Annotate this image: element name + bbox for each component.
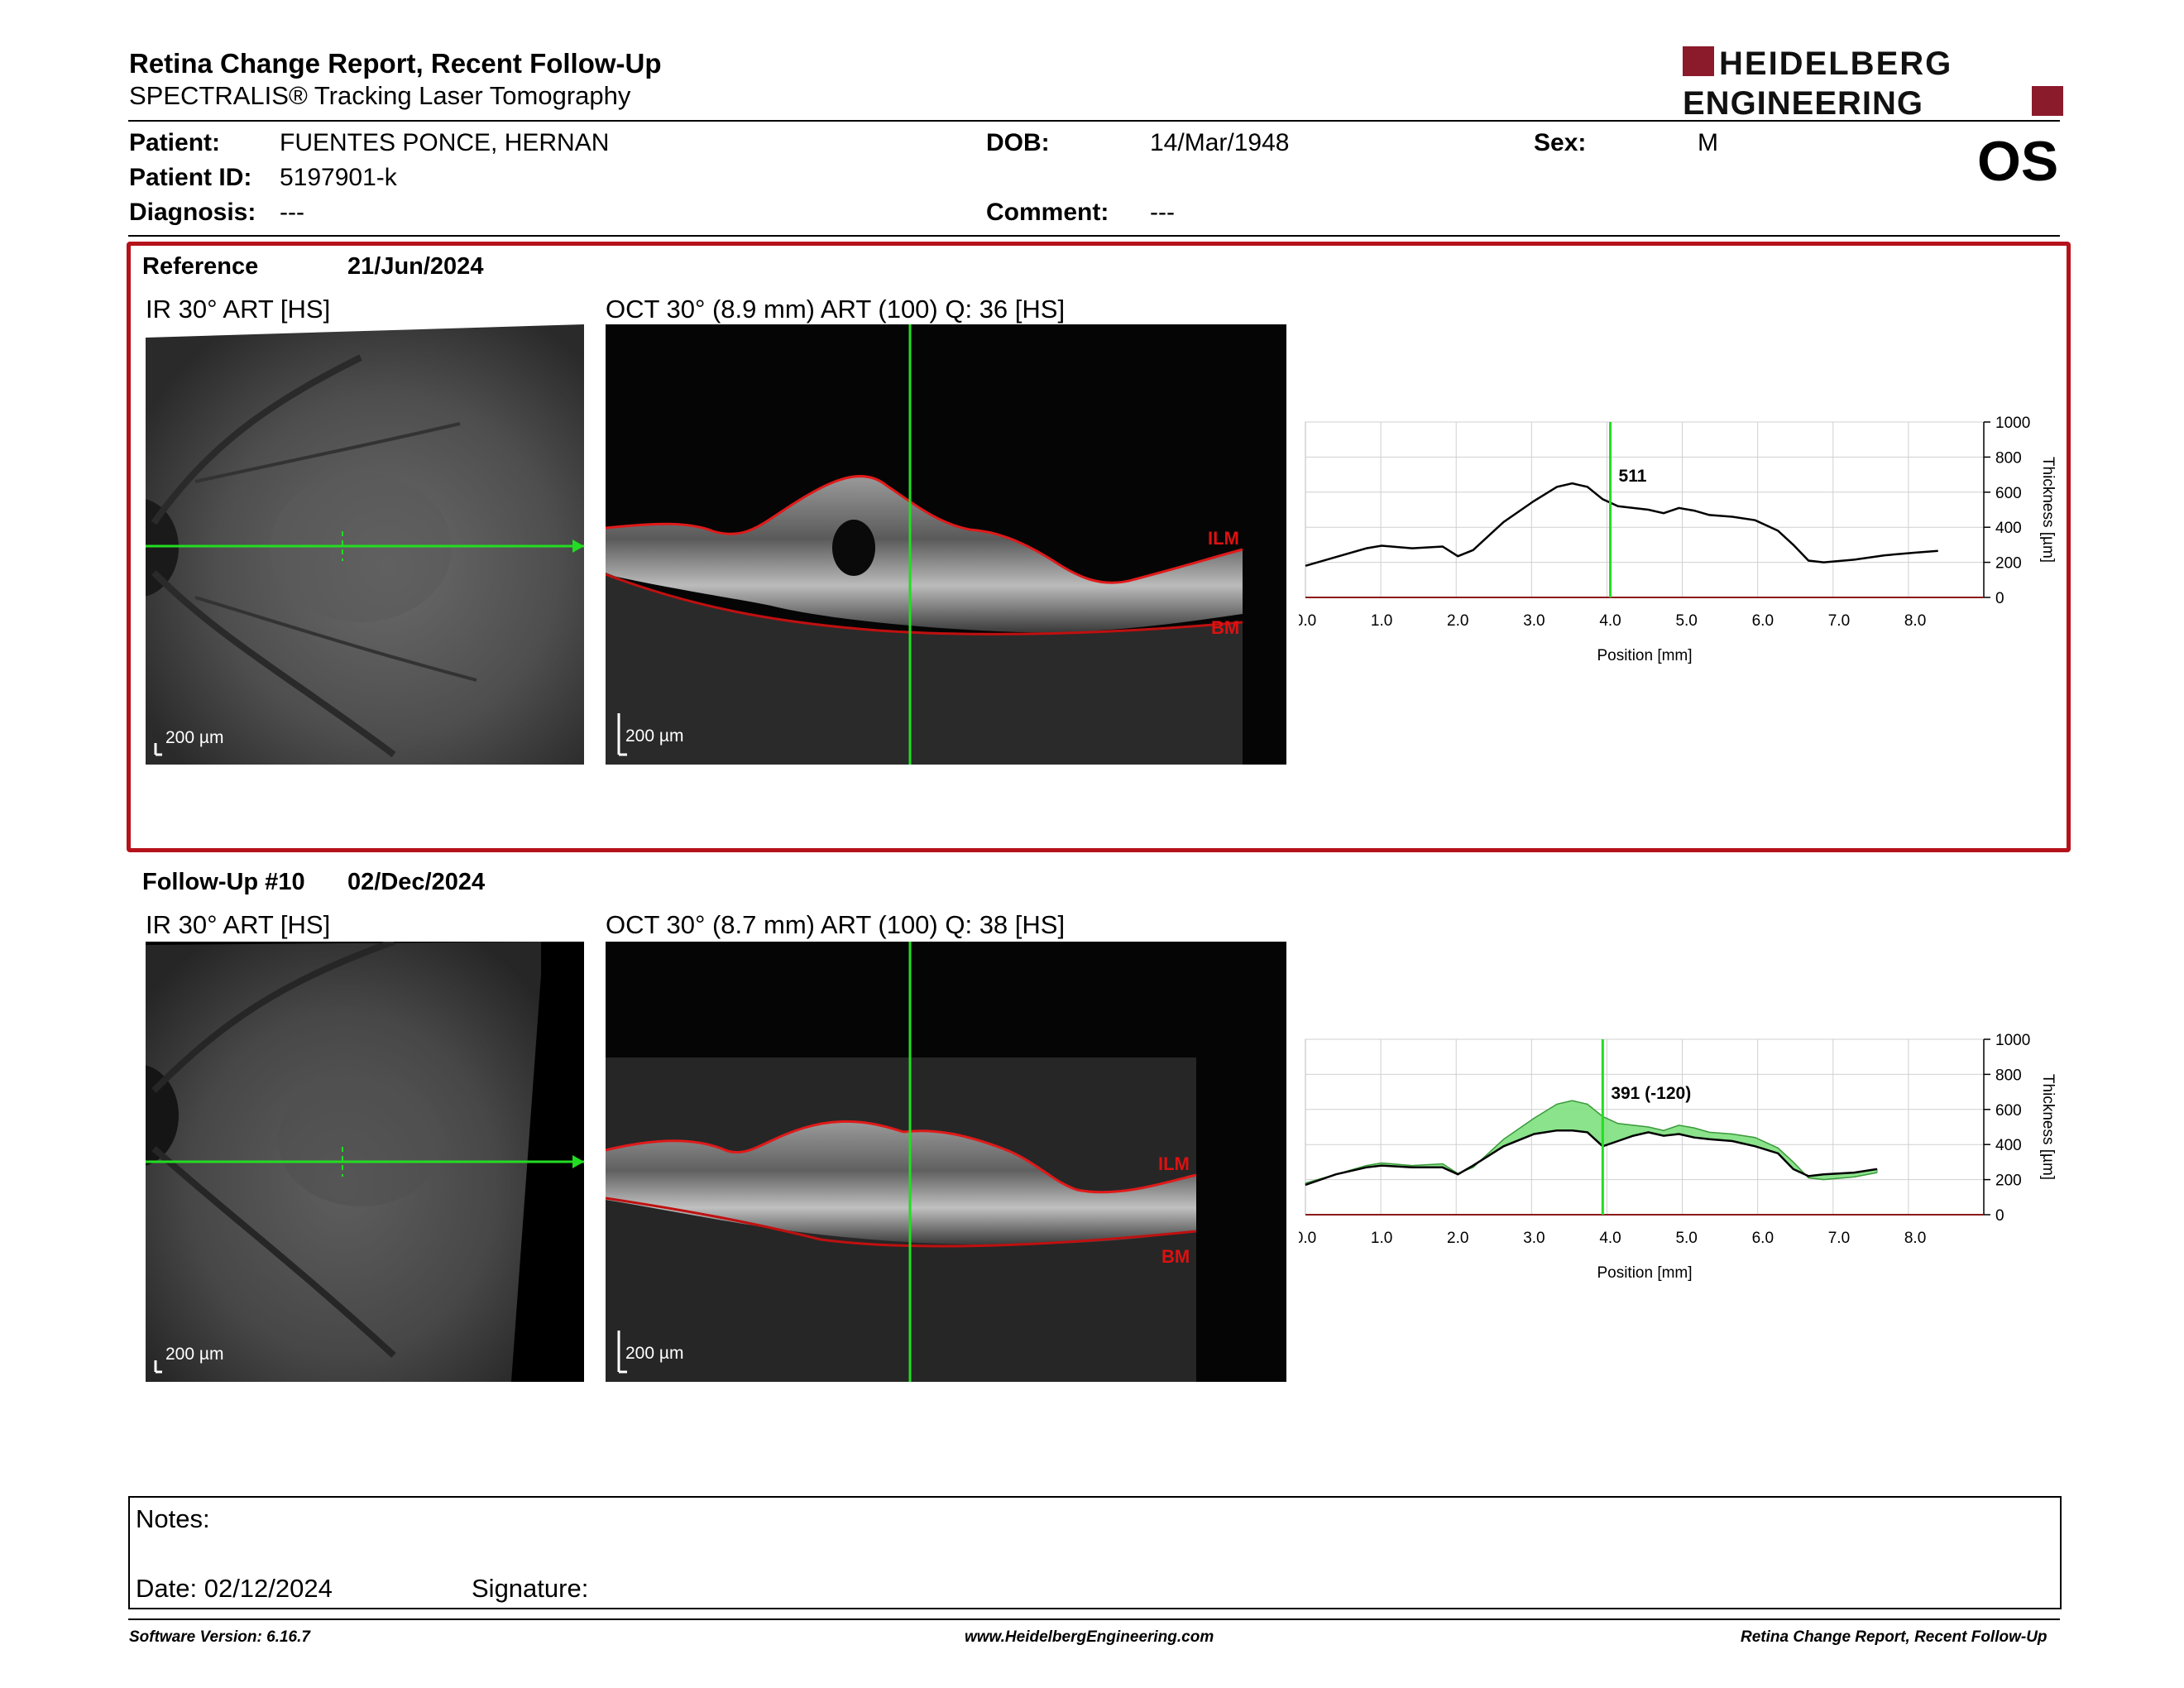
x-tick-label: 2.0 [1447,1230,1468,1247]
thickness-line [1305,482,1938,568]
comment-label: Comment: [986,199,1109,226]
x-tick-label: 0.0 [1299,612,1316,630]
report-title: Retina Change Report, Recent Follow-Up [129,48,662,79]
patient-divider [128,235,2060,237]
x-tick-label: 1.0 [1371,1230,1392,1247]
followup-date: 02/Dec/2024 [347,869,486,895]
x-tick-label: 5.0 [1675,1230,1697,1247]
followup-label: Follow-Up #10 [142,869,305,895]
cursor-value-label: 391 (-120) [1611,1084,1691,1103]
reference-frame [127,242,2071,852]
x-tick-label: 8.0 [1904,612,1926,630]
reference-thickness-line [1305,1100,1878,1184]
diagnosis-value: --- [280,199,304,226]
y-tick-label: 1000 [1995,1032,2030,1049]
notes-date: Date: 02/12/2024 [136,1574,333,1603]
patient-id-label: Patient ID: [129,164,252,191]
x-tick-label: 3.0 [1523,612,1545,630]
x-tick-label: 6.0 [1752,1230,1774,1247]
cursor-value-label: 511 [1619,467,1647,486]
x-tick-label: 2.0 [1447,612,1468,630]
reference-ilm-label: ILM [1208,528,1239,549]
x-tick-label: 7.0 [1828,1230,1850,1247]
dob-value: 14/Mar/1948 [1150,129,1290,156]
followup-oct-label: OCT 30° (8.7 mm) ART (100) Q: 38 [HS] [606,910,1066,939]
footer-website: www.HeidelbergEngineering.com [965,1628,1214,1646]
x-tick-label: 5.0 [1675,612,1697,630]
y-tick-label: 1000 [1995,415,2030,432]
y-tick-label: 800 [1995,449,2022,467]
reference-ir-image [146,324,584,765]
patient-id: 5197901-k [280,164,397,191]
x-tick-label: 7.0 [1828,612,1850,630]
followup-oct-scale: 200 µm [625,1344,684,1363]
y-axis-label: Thickness [µm] [2039,457,2057,563]
diagnosis-label: Diagnosis: [129,199,256,226]
logo-line1: HEIDELBERG [1719,46,1952,82]
x-tick-label: 0.0 [1299,1230,1316,1247]
heidelberg-logo: HEIDELBERG ENGINEERING [1683,46,2063,117]
followup-oct-image [606,942,1286,1382]
y-tick-label: 200 [1995,1172,2022,1190]
header-divider [128,120,2060,122]
followup-ir-scale: 200 µm [165,1345,224,1364]
y-tick-label: 400 [1995,1137,2022,1154]
patient-label: Patient: [129,129,221,156]
footer-software-version: Software Version: 6.16.7 [129,1628,310,1646]
y-tick-label: 0 [1995,1207,2004,1225]
x-axis-label: Position [mm] [1597,647,1692,664]
reference-bm-label: BM [1211,617,1240,638]
reference-oct-scale: 200 µm [625,727,684,746]
comment-value: --- [1150,199,1175,226]
sex-value: M [1698,129,1718,156]
followup-thickness-chart: 0 200 400 600 800 1000 0.0 1.0 2.0 3.0 4.0 5.0 6.0 7.… [1299,1032,2057,1282]
y-tick-label: 600 [1995,1102,2022,1120]
reference-date: 21/Jun/2024 [347,253,484,280]
y-tick-label: 600 [1995,485,2022,502]
sex-label: Sex: [1534,129,1587,156]
followup-ir-label: IR 30° ART [HS] [146,910,331,939]
reference-ir-scale: 200 µm [165,728,224,747]
x-tick-label: 4.0 [1599,612,1621,630]
x-tick-label: 1.0 [1371,612,1392,630]
y-tick-label: 800 [1995,1067,2022,1084]
footer-report-name: Retina Change Report, Recent Follow-Up [1741,1628,2048,1646]
reference-thickness-chart: 0 200 400 600 800 1000 0.0 1.0 2.0 3.0 4.0 5.0 6.0 7.… [1299,415,2057,664]
logo-line2: ENGINEERING [1683,85,1923,117]
y-axis-label: Thickness [µm] [2039,1074,2057,1180]
followup-ilm-label: ILM [1158,1153,1190,1174]
patient-name: FUENTES PONCE, HERNAN [280,129,610,156]
reference-label: Reference [142,253,259,280]
thickness-line [1305,1129,1878,1187]
report-subtitle: SPECTRALIS® Tracking Laser Tomography [129,81,631,110]
notes-label: Notes: [136,1504,210,1533]
reference-ir-label: IR 30° ART [HS] [146,295,331,324]
x-tick-label: 6.0 [1752,612,1774,630]
x-tick-label: 8.0 [1904,1230,1926,1247]
signature-label: Signature: [472,1574,589,1603]
reference-oct-image [606,324,1286,765]
followup-bm-label: BM [1161,1246,1190,1267]
dob-label: DOB: [986,129,1050,156]
notes-box [128,1496,2062,1609]
y-tick-label: 400 [1995,520,2022,537]
reference-oct-label: OCT 30° (8.9 mm) ART (100) Q: 36 [HS] [606,295,1066,324]
followup-ir-image [146,942,584,1382]
eye-laterality: OS [1977,130,2059,193]
y-tick-label: 0 [1995,590,2004,607]
x-tick-label: 3.0 [1523,1230,1545,1247]
x-tick-label: 4.0 [1599,1230,1621,1247]
y-tick-label: 200 [1995,555,2022,573]
footer-divider [128,1618,2060,1620]
x-axis-label: Position [mm] [1597,1264,1692,1282]
